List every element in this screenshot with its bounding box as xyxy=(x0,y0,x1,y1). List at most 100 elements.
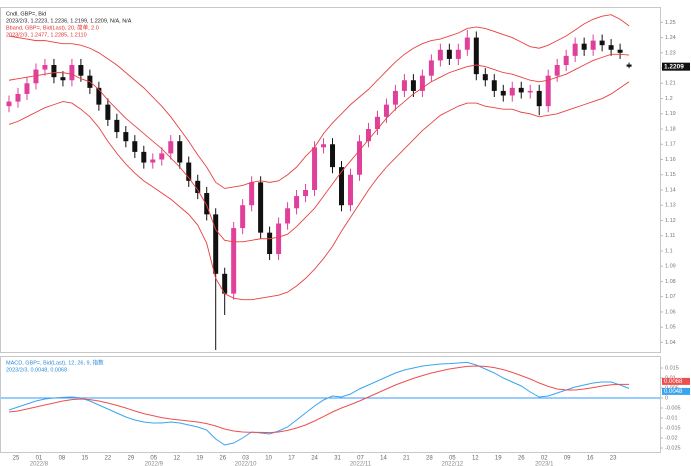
candle-body xyxy=(410,80,416,91)
y-tick-label: 1.08 xyxy=(665,279,676,285)
candle-body xyxy=(428,60,434,76)
candle-body xyxy=(42,65,48,70)
candle-body xyxy=(590,40,596,50)
candle-body xyxy=(554,65,560,76)
x-tick-label: 09 xyxy=(564,456,571,462)
x-tick-label: 19 xyxy=(495,456,502,462)
candle-body xyxy=(168,141,174,154)
month-label: 2023/1 xyxy=(535,462,554,466)
candle-body xyxy=(401,80,407,91)
y-tick-label: 1.18 xyxy=(665,126,676,132)
x-tick-label: 19 xyxy=(196,456,203,462)
candle-body xyxy=(455,49,461,59)
candle-body xyxy=(473,37,479,75)
x-tick-label: 16 xyxy=(587,456,594,462)
candle-body xyxy=(563,55,569,66)
y-tick-label: 1.23 xyxy=(665,50,676,56)
candle-body xyxy=(240,205,246,229)
last-price-box xyxy=(662,62,690,71)
legend-line: 2023/2/3, 1.2223, 1.2236, 1.2199, 1.2209… xyxy=(6,18,132,24)
x-tick-label: 23 xyxy=(610,456,617,462)
candle-body xyxy=(365,129,371,142)
x-tick-label: 08 xyxy=(59,456,66,462)
candle-body xyxy=(15,93,21,102)
x-tick-label: 05 xyxy=(449,456,456,462)
candle-body xyxy=(518,87,524,93)
last-value-label: 0.0048 xyxy=(664,389,683,395)
candle-body xyxy=(392,90,398,105)
macd-panel-frame xyxy=(0,356,661,453)
x-tick-label: 07 xyxy=(357,456,364,462)
legend-line: Cndl, GBP=, Bid xyxy=(6,11,46,17)
bollinger-band xyxy=(8,53,630,243)
legend-line: MACD, GBP=, Bid(Last), 12, 26, 9, 指数 xyxy=(6,358,104,366)
candle-body xyxy=(437,49,443,61)
y-tick-label: 0 xyxy=(665,395,668,401)
candle-body xyxy=(419,75,425,91)
macd-line xyxy=(8,365,630,434)
x-tick-label: 10 xyxy=(265,456,272,462)
y-tick-label: -0.005 xyxy=(665,405,681,411)
x-tick-label: 01 xyxy=(36,456,43,462)
y-tick-label: -0.025 xyxy=(665,445,681,451)
price-panel-frame xyxy=(0,7,661,353)
candle-body xyxy=(617,49,623,53)
candle-body xyxy=(626,64,632,67)
x-tick-label: 21 xyxy=(403,456,410,462)
y-tick-label: 1.09 xyxy=(665,264,676,270)
bollinger-band xyxy=(8,14,630,189)
candle-body xyxy=(51,65,57,78)
y-tick-label: 1.13 xyxy=(665,203,676,209)
candle-body xyxy=(123,132,129,142)
x-tick-label: 26 xyxy=(518,456,525,462)
candle-body xyxy=(572,43,578,56)
last-value-label: 0.0068 xyxy=(664,379,683,385)
x-tick-label: 15 xyxy=(82,456,89,462)
x-tick-label: 22 xyxy=(105,456,112,462)
candle-body xyxy=(33,69,39,84)
y-tick-label: 0.015 xyxy=(665,365,679,371)
x-tick-label: 14 xyxy=(380,456,387,462)
candle-body xyxy=(132,141,138,152)
candle-body xyxy=(24,83,30,94)
candle-body xyxy=(383,104,389,117)
legend-line: 2023/2/3, 0.0048, 0.0068 xyxy=(6,367,67,373)
legend-line: Bband, GBP=, Bid(Last), 20, 简单, 2.0 xyxy=(6,23,99,31)
candle-body xyxy=(356,141,362,175)
y-tick-label: 1.04 xyxy=(665,340,676,346)
x-tick-label: 31 xyxy=(334,456,341,462)
y-tick-label: 1.2 xyxy=(665,96,673,102)
month-label: 2022/12 xyxy=(441,462,463,466)
candle-body xyxy=(267,232,273,254)
x-tick-label: 12 xyxy=(173,456,180,462)
candle-body xyxy=(159,153,165,160)
candle-body xyxy=(527,90,533,93)
macd-line xyxy=(8,361,630,446)
candle-body xyxy=(276,223,282,254)
y-tick-label: 1.07 xyxy=(665,294,676,300)
candle-body xyxy=(231,228,237,294)
x-tick-label: 24 xyxy=(311,456,318,462)
y-tick-label: 1.14 xyxy=(665,187,676,193)
candle-body xyxy=(114,119,120,133)
x-tick-label: 25 xyxy=(13,456,20,462)
candle-body xyxy=(500,90,506,96)
y-tick-label: 1.05 xyxy=(665,325,676,331)
y-tick-label: 1.17 xyxy=(665,142,676,148)
candle-body xyxy=(312,147,318,190)
candle-body xyxy=(482,74,488,81)
candle-body xyxy=(545,75,551,107)
candle-body xyxy=(249,182,255,206)
candle-body xyxy=(222,273,228,294)
candle-body xyxy=(509,87,515,96)
y-tick-label: 1.21 xyxy=(665,81,676,87)
bollinger-band xyxy=(8,81,630,301)
candle-body xyxy=(347,174,353,206)
x-tick-label: 29 xyxy=(128,456,135,462)
candle-body xyxy=(536,90,542,107)
x-tick-label: 26 xyxy=(219,456,226,462)
y-tick-label: 1.12 xyxy=(665,218,676,224)
candle-body xyxy=(285,208,291,224)
candle-body xyxy=(339,167,345,206)
